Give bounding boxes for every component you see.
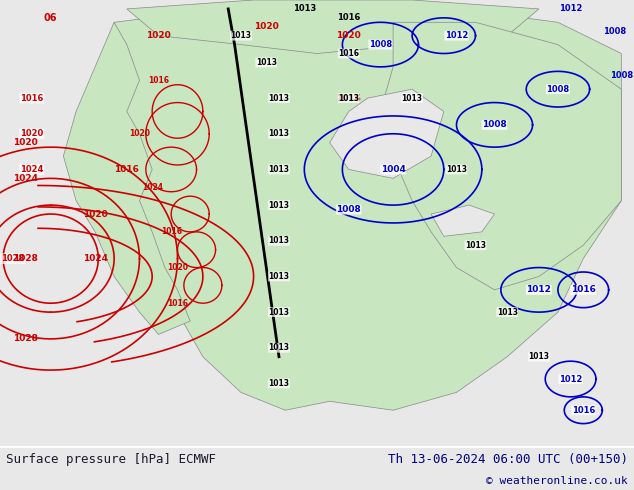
Polygon shape xyxy=(95,9,621,410)
Text: 1016: 1016 xyxy=(337,13,360,23)
Text: 1004: 1004 xyxy=(380,165,406,174)
Text: 1016: 1016 xyxy=(336,94,361,102)
Polygon shape xyxy=(63,22,190,334)
Text: 1020: 1020 xyxy=(167,263,188,272)
Text: Surface pressure [hPa] ECMWF: Surface pressure [hPa] ECMWF xyxy=(6,453,216,466)
Text: 1020: 1020 xyxy=(20,129,43,138)
Text: 1013: 1013 xyxy=(268,379,290,388)
Text: 1016: 1016 xyxy=(338,49,359,58)
Text: 1012: 1012 xyxy=(526,285,552,294)
Text: 1013: 1013 xyxy=(268,94,290,102)
Text: 1020: 1020 xyxy=(13,138,37,147)
Text: 1020: 1020 xyxy=(146,31,171,40)
Text: 1028: 1028 xyxy=(13,334,37,343)
Polygon shape xyxy=(431,205,495,236)
Text: 1008: 1008 xyxy=(369,40,392,49)
Text: 1024: 1024 xyxy=(20,165,43,174)
Text: 1013: 1013 xyxy=(293,4,316,13)
Text: 1016: 1016 xyxy=(148,76,169,85)
Text: 1020: 1020 xyxy=(82,210,108,219)
Text: 1013: 1013 xyxy=(268,308,290,317)
Text: 1024: 1024 xyxy=(13,174,37,183)
Text: 1013: 1013 xyxy=(528,352,550,361)
Text: 1013: 1013 xyxy=(268,236,290,245)
Text: 1008: 1008 xyxy=(336,205,361,214)
Text: 1020: 1020 xyxy=(336,31,361,40)
Text: 1008: 1008 xyxy=(482,121,507,129)
Text: 1016: 1016 xyxy=(114,165,139,174)
Text: 1028: 1028 xyxy=(13,254,37,263)
Text: 1016: 1016 xyxy=(160,227,182,236)
Polygon shape xyxy=(380,22,621,290)
Text: 06: 06 xyxy=(44,13,58,23)
Text: 1013: 1013 xyxy=(446,165,467,174)
Text: 1013: 1013 xyxy=(338,94,359,102)
Text: 1008: 1008 xyxy=(547,85,569,94)
Text: 1012: 1012 xyxy=(445,31,468,40)
Text: 1012: 1012 xyxy=(559,4,582,13)
Text: 1013: 1013 xyxy=(268,129,290,138)
Text: 1013: 1013 xyxy=(268,165,290,174)
Text: 1024: 1024 xyxy=(82,254,108,263)
Text: 1016: 1016 xyxy=(572,406,595,415)
Text: 1016: 1016 xyxy=(20,94,43,102)
Text: 1013: 1013 xyxy=(230,31,252,40)
Text: 1012: 1012 xyxy=(559,374,582,384)
Text: 1013: 1013 xyxy=(268,343,290,352)
Polygon shape xyxy=(330,89,444,178)
Text: 1013: 1013 xyxy=(256,58,277,67)
Text: 1020: 1020 xyxy=(254,22,279,31)
Text: 1013: 1013 xyxy=(465,241,486,250)
Text: 1008: 1008 xyxy=(610,72,633,80)
Text: 1013: 1013 xyxy=(401,94,423,102)
Polygon shape xyxy=(127,0,539,53)
Text: 1028: 1028 xyxy=(1,254,24,263)
Text: 1013: 1013 xyxy=(268,200,290,210)
Text: 1008: 1008 xyxy=(604,27,626,36)
Text: 1013: 1013 xyxy=(496,308,518,317)
Text: 1016: 1016 xyxy=(571,285,596,294)
Text: © weatheronline.co.uk: © weatheronline.co.uk xyxy=(486,476,628,486)
Text: 1024: 1024 xyxy=(141,183,163,192)
Text: 1013: 1013 xyxy=(268,272,290,281)
Text: 1016: 1016 xyxy=(167,299,188,308)
Text: 1020: 1020 xyxy=(129,129,150,138)
Text: Th 13-06-2024 06:00 UTC (00+150): Th 13-06-2024 06:00 UTC (00+150) xyxy=(387,453,628,466)
